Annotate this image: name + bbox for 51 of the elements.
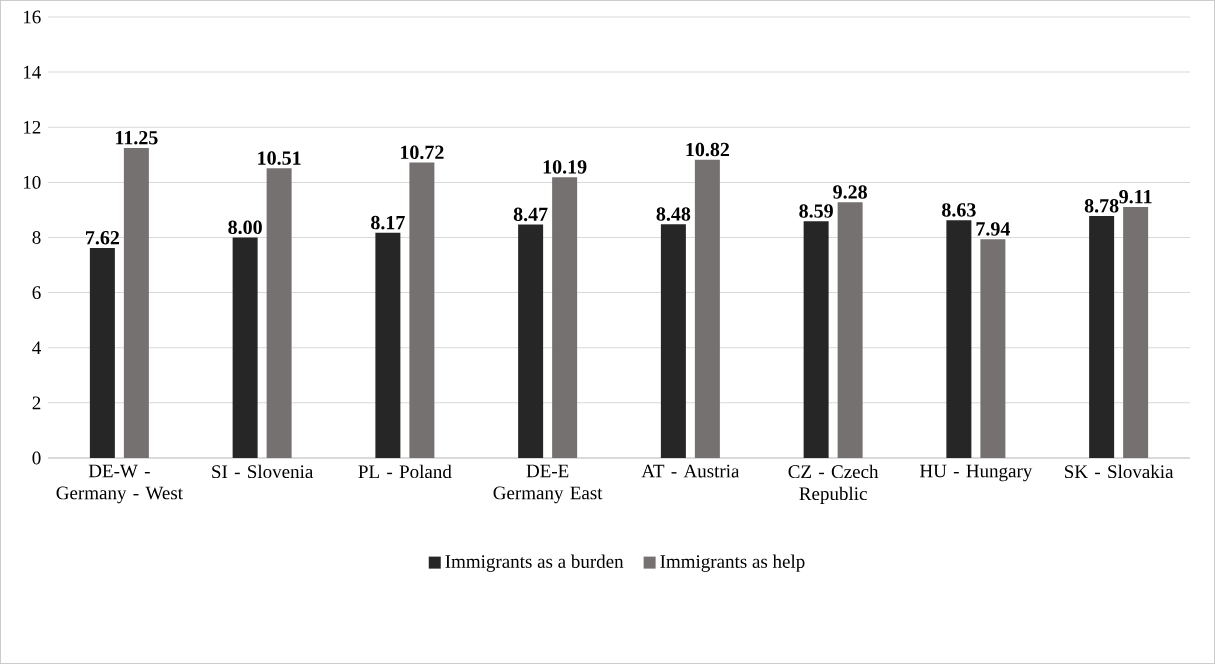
data-label: 8.00: [228, 220, 262, 235]
x-tick-label: CZ - Czech Republic: [788, 464, 879, 504]
data-label: 8.63: [942, 203, 976, 217]
data-label: 8.17: [371, 215, 405, 230]
x-tick-label: SK - Slovakia: [1065, 464, 1174, 479]
x-tick-label: DE-W - Germany - West: [56, 464, 183, 504]
data-label: 10.82: [686, 142, 730, 157]
y-tick-label: 4: [32, 341, 41, 354]
bar: [1123, 206, 1149, 458]
legend-label: Immigrants as help: [660, 554, 805, 572]
bar: [518, 224, 544, 458]
bar: [980, 239, 1006, 458]
x-tick-label: PL - Poland: [358, 464, 452, 479]
data-label: 8.78: [1084, 199, 1119, 213]
x-tick-label: DE-E Germany East: [493, 464, 603, 504]
data-label: 10.72: [400, 145, 444, 160]
bar: [409, 162, 435, 458]
bar: [1089, 216, 1115, 458]
y-tick-label: 12: [23, 120, 41, 134]
bar: [89, 247, 115, 458]
data-label: 7.62: [86, 231, 120, 245]
y-tick-label: 2: [32, 396, 41, 410]
y-tick-label: 16: [23, 10, 41, 24]
bar: [123, 147, 149, 458]
data-label: 10.51: [258, 151, 301, 165]
x-tick-label: HU - Hungary: [919, 464, 1033, 482]
bar: [266, 168, 292, 458]
y-tick-label: 6: [32, 286, 41, 300]
bar: [552, 177, 578, 458]
data-label: 8.47: [513, 207, 548, 222]
y-tick-label: 10: [23, 175, 41, 189]
x-tick-label: SI - Slovenia: [212, 464, 314, 479]
data-label: 9.11: [1119, 189, 1152, 204]
bar: [946, 220, 972, 458]
y-tick-label: 14: [23, 65, 41, 79]
data-label: 10.19: [543, 160, 587, 174]
bar: [232, 237, 258, 458]
legend-label: Immigrants as a burden: [445, 554, 624, 572]
data-label: 11.25: [116, 131, 158, 145]
data-label: 8.48: [656, 207, 691, 221]
data-label: 9.28: [833, 185, 867, 199]
bar: [375, 232, 401, 458]
bar: [660, 224, 686, 458]
data-label: 8.59: [799, 204, 833, 218]
y-tick-label: 0: [32, 451, 41, 465]
y-tick-label: 8: [32, 231, 41, 244]
bar: [837, 202, 863, 458]
x-tick-label: AT - Austria: [641, 464, 740, 478]
bar: [694, 159, 720, 458]
data-label: 7.94: [976, 222, 1011, 236]
bar: [803, 221, 829, 458]
